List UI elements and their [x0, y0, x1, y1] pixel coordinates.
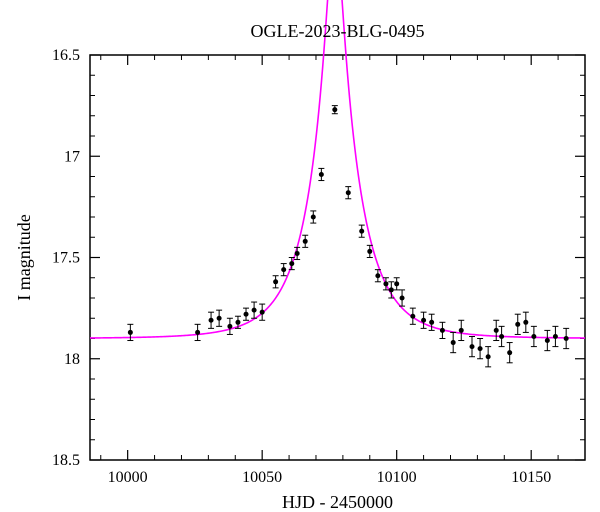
x-tick-label: 10150	[511, 469, 551, 486]
lightcurve-chart: 10000 10050 10100 10150 16.5 17 17.5 18 18.5 OGLE…	[0, 0, 600, 512]
y-tick-label: 16.5	[52, 47, 80, 64]
y-tick-label: 18	[64, 351, 80, 368]
y-tick-label: 17.5	[52, 250, 80, 267]
x-tick-label: 10100	[377, 469, 417, 486]
x-tick-label: 10050	[242, 469, 282, 486]
y-axis-label: I magnitude	[14, 214, 34, 300]
chart-title: OGLE-2023-BLG-0495	[251, 21, 425, 41]
y-tick-label: 17	[64, 148, 80, 165]
x-tick-label: 10000	[108, 469, 148, 486]
x-axis-label: HJD - 2450000	[282, 492, 393, 512]
y-tick-label: 18.5	[52, 452, 80, 469]
